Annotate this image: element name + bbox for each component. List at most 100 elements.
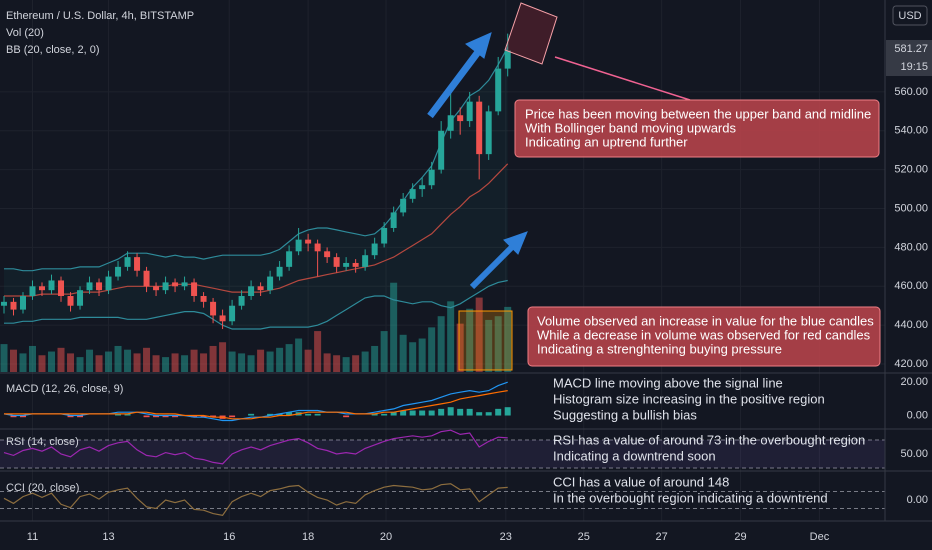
candle-body — [48, 280, 55, 291]
indicator-line — [3, 429, 508, 465]
histogram-bar — [200, 415, 207, 418]
candle-body — [362, 255, 369, 267]
candle-body — [124, 257, 131, 267]
volume-bar — [228, 351, 236, 372]
drawn-line — [554, 56, 691, 101]
candle-body — [286, 251, 293, 267]
annotation-text: While a decrease in volume was observed … — [537, 327, 871, 342]
arrow — [427, 45, 484, 119]
candle-body — [400, 198, 407, 213]
y-tick-label: 0.00 — [907, 494, 928, 506]
histogram-bar — [428, 410, 435, 416]
histogram-bar — [143, 415, 150, 418]
drawn-rectangle — [504, 2, 558, 65]
indicator-line — [3, 483, 508, 516]
candle-body — [257, 286, 264, 291]
volume-bar — [200, 353, 208, 372]
candle-body — [191, 282, 198, 297]
volume-bar — [76, 357, 84, 372]
volume-bar — [390, 282, 398, 372]
candle-body — [466, 101, 473, 122]
arrow-head — [503, 231, 528, 255]
histogram-bar — [172, 415, 179, 418]
candle-body — [134, 257, 141, 271]
volume-bar — [219, 342, 227, 372]
pane-note: Suggesting a bullish bias — [553, 407, 697, 422]
candle-body — [39, 286, 46, 291]
candle-body — [162, 282, 169, 291]
candle-body — [485, 111, 492, 155]
band-fill — [0, 440, 885, 468]
candle-body — [438, 130, 445, 170]
arrows — [427, 32, 528, 290]
volume-bar — [352, 355, 360, 372]
candle-body — [390, 212, 397, 228]
indicator-title: CCI (20, close) — [6, 482, 79, 494]
candle-body — [181, 282, 188, 287]
candle-body — [29, 286, 36, 297]
candle-body — [276, 266, 283, 277]
x-tick-label: 18 — [302, 531, 314, 543]
candle-body — [428, 169, 435, 186]
x-tick-label: 25 — [578, 531, 590, 543]
volume-bar — [295, 338, 303, 372]
y-tick-label: 480.00 — [894, 241, 928, 253]
volume-bar — [19, 353, 27, 372]
histogram-bar — [438, 408, 445, 416]
histogram-bar — [343, 415, 350, 418]
volume-bar — [342, 357, 350, 372]
y-tick-label: 420.00 — [894, 358, 928, 370]
histogram-bar — [495, 408, 502, 416]
candle-body — [172, 282, 179, 287]
volume-bar — [105, 351, 113, 372]
volume-bar — [9, 349, 17, 372]
candle-body — [476, 101, 483, 155]
volume-bar — [371, 345, 379, 372]
volume-bar — [209, 345, 217, 372]
histogram-bar — [19, 415, 26, 418]
y-tick-label: 0.00 — [907, 409, 928, 421]
candle-body — [343, 262, 350, 267]
volume-bar — [181, 355, 189, 372]
volume-bar — [380, 331, 388, 372]
pane-note: Indicating a downtrend soon — [553, 448, 716, 463]
volume-bar — [418, 338, 426, 372]
candle-body — [0, 301, 7, 306]
indicator-line — [4, 390, 508, 420]
histogram-bar — [10, 415, 17, 418]
candle-body — [333, 257, 340, 267]
candle-body — [86, 282, 93, 291]
volume-bar — [171, 353, 179, 372]
histogram-bar — [457, 408, 464, 416]
currency-button[interactable] — [892, 5, 928, 26]
x-tick-label: Dec — [810, 531, 830, 543]
x-tick-label: 13 — [102, 531, 114, 543]
candle-body — [352, 262, 359, 267]
pane-note: CCI has a value of around 148 — [553, 474, 729, 489]
candle-body — [409, 189, 416, 199]
candle-body — [267, 276, 274, 291]
candle-body — [305, 239, 312, 244]
histogram-bar — [419, 410, 426, 416]
volume-bar — [133, 353, 141, 372]
candle-body — [238, 296, 245, 306]
annotation-box — [527, 306, 881, 367]
candle-body — [219, 315, 226, 322]
volume-bar — [456, 323, 464, 372]
volume-bar — [38, 355, 46, 372]
annotation-text: Indicating an uptrend further — [525, 134, 688, 149]
volume-bar — [466, 308, 474, 372]
volume-bar — [124, 349, 132, 372]
histogram-bar — [485, 412, 492, 416]
currency[interactable]: USD — [898, 10, 921, 22]
candle-body — [77, 290, 84, 306]
chart-title: Ethereum / U.S. Dollar, 4h, BITSTAMP — [6, 10, 194, 22]
indicator-line — [4, 279, 508, 330]
candle-body — [504, 50, 511, 69]
marks — [0, 33, 512, 516]
candle-body — [324, 251, 331, 258]
y-tick-label: 440.00 — [894, 319, 928, 331]
histogram-bar — [286, 412, 293, 416]
y-tick-label: 540.00 — [894, 125, 928, 137]
histogram-bar — [191, 415, 198, 418]
